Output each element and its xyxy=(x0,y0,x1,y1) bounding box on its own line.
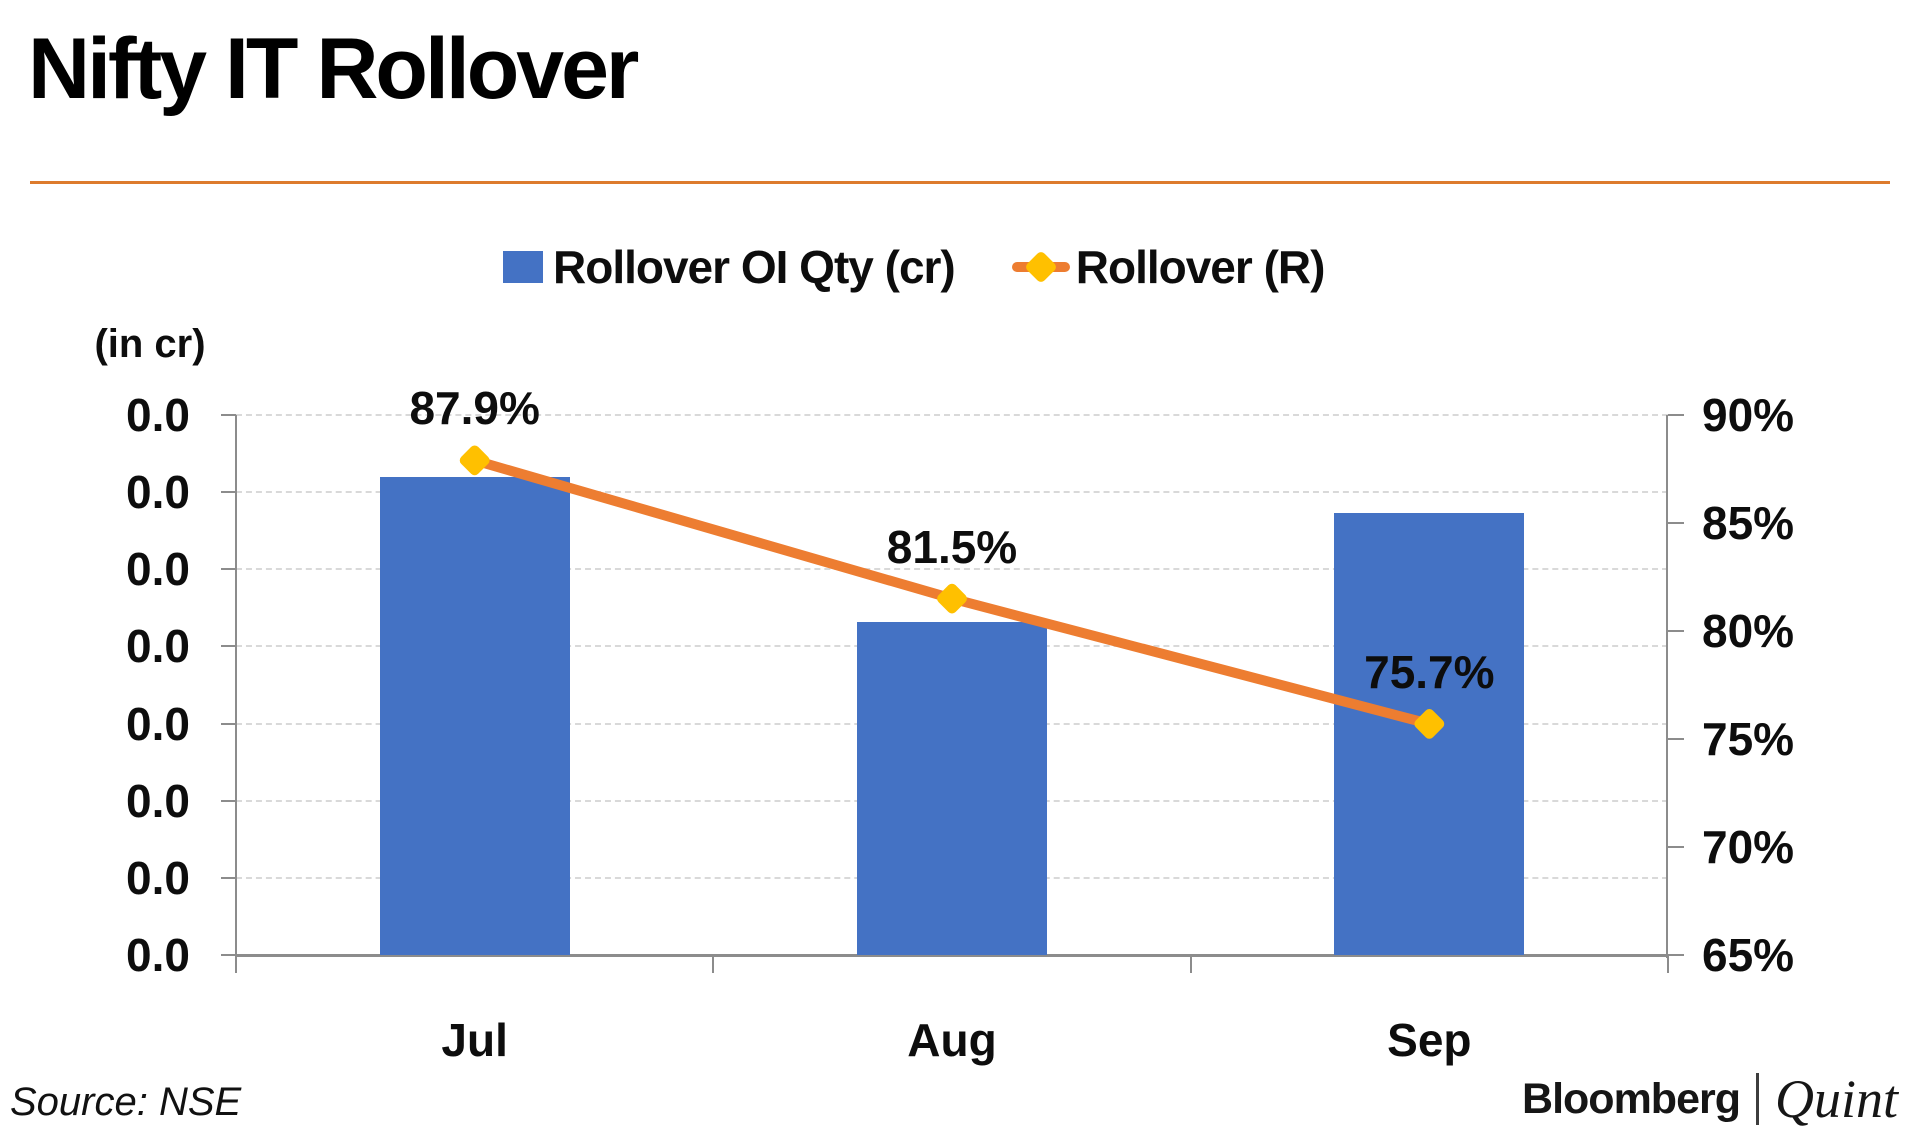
bar-aug xyxy=(857,621,1047,955)
point-label-jul: 87.9% xyxy=(409,382,540,435)
x-axis-tick xyxy=(235,956,237,973)
x-axis-label-jul: Jul xyxy=(441,1014,508,1066)
left-axis-line xyxy=(235,415,237,958)
bloomberg-wordmark: Bloomberg xyxy=(1522,1074,1741,1123)
x-axis-line xyxy=(235,954,1669,957)
title-divider xyxy=(30,181,1890,184)
left-axis-tick xyxy=(221,876,236,879)
point-label-sep: 75.7% xyxy=(1364,645,1495,698)
h-gridline xyxy=(236,568,1668,571)
right-axis-tick xyxy=(1668,522,1684,524)
x-axis-label-aug: Aug xyxy=(907,1014,997,1066)
left-axis-tick-label: 0.0 xyxy=(126,466,190,519)
left-axis-tick-label: 0.0 xyxy=(126,774,190,827)
left-axis-tick xyxy=(221,799,236,802)
right-axis-tick xyxy=(1668,630,1684,632)
right-axis-tick xyxy=(1668,846,1684,848)
brand-separator xyxy=(1755,1073,1759,1125)
left-axis-tick-label: 0.0 xyxy=(126,389,190,441)
left-axis-tick xyxy=(221,491,236,494)
left-axis-tick xyxy=(221,722,236,725)
left-axis-tick-label: 0.0 xyxy=(126,620,190,673)
h-gridline xyxy=(236,491,1668,494)
left-axis-tick-label: 0.0 xyxy=(126,697,190,750)
brand-logo: Bloomberg Quint xyxy=(1522,1069,1898,1129)
quint-wordmark: Quint xyxy=(1774,1069,1898,1129)
h-gridline xyxy=(236,414,1668,416)
left-axis-tick xyxy=(221,568,236,571)
left-axis-tick xyxy=(221,954,236,956)
legend-diamond-marker xyxy=(1023,250,1058,284)
bar-series-swatch-icon xyxy=(503,251,543,283)
x-axis-tick xyxy=(1189,956,1192,973)
right-axis-tick-label: 75% xyxy=(1702,713,1795,765)
left-axis-tick xyxy=(221,414,236,416)
left-axis-tick xyxy=(221,645,236,648)
right-axis-tick-label: 70% xyxy=(1702,821,1795,873)
left-axis-title: (in cr) xyxy=(94,322,206,366)
x-axis-tick xyxy=(712,956,715,973)
left-axis-tick-label: 0.0 xyxy=(126,543,190,596)
diamond-marker xyxy=(937,583,967,614)
legend-label-bar-series: Rollover OI Qty (cr) xyxy=(553,241,956,293)
diamond-marker xyxy=(459,445,490,476)
right-axis-tick-label: 90% xyxy=(1702,389,1795,441)
right-axis-line xyxy=(1666,415,1668,958)
bar-jul xyxy=(379,477,570,955)
right-axis-tick xyxy=(1668,414,1684,416)
rollover-line-series xyxy=(459,445,1445,739)
legend-label-line-series: Rollover (R) xyxy=(1075,241,1326,293)
chart-legend: Rollover OI Qty (cr) Rollover (R) xyxy=(503,238,1326,296)
right-axis-tick-label: 65% xyxy=(1702,929,1795,981)
right-axis-tick xyxy=(1668,954,1684,956)
x-axis-label-sep: Sep xyxy=(1387,1014,1472,1066)
line-series-marker-icon xyxy=(1011,249,1070,285)
left-axis-tick-label: 0.0 xyxy=(126,929,190,981)
point-label-aug: 81.5% xyxy=(886,520,1018,573)
right-axis-tick xyxy=(1668,738,1684,740)
left-axis-tick-label: 0.0 xyxy=(126,851,190,904)
x-axis-tick xyxy=(1667,956,1669,973)
right-axis-tick-label: 85% xyxy=(1702,497,1795,549)
source-note: Source: NSE xyxy=(10,1080,242,1124)
chart-title: Nifty IT Rollover xyxy=(28,21,639,117)
right-axis-tick-label: 80% xyxy=(1702,605,1795,657)
diamond-marker xyxy=(1414,708,1445,739)
